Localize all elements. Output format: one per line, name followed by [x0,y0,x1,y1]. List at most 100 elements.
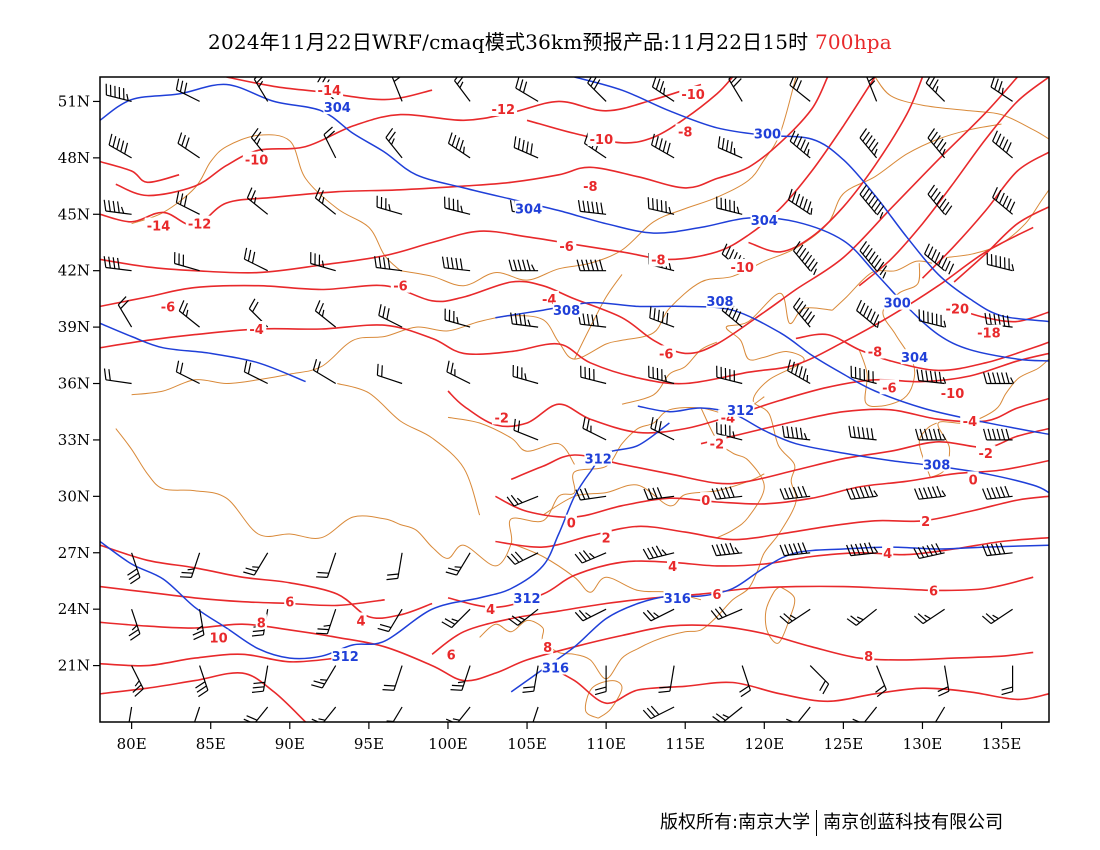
footer: 版权所有:南京大学 南京创蓝科技有限公司 [660,808,1003,836]
temperature-label-bg [390,277,411,293]
wind-barb [779,485,811,500]
wind-barb [716,422,743,441]
border-line [400,77,797,287]
wind-barb [105,83,132,102]
temperature-label-bg [667,557,679,573]
wind-barb [128,706,133,722]
border-line [542,473,765,516]
temperature-label-bg [492,409,512,425]
wind-barb [850,365,877,385]
lon-tick-label: 135E [982,735,1022,753]
temperature-label-bg [542,638,554,654]
height-label: 316 [664,592,691,607]
border-line [621,341,718,405]
temperature-label: 0 [567,517,576,532]
wind-barb [924,243,955,275]
temperature-label-bg [185,215,214,231]
height-label: 308 [706,295,733,310]
wind-barb [846,542,879,557]
wind-barb [782,425,811,441]
wind-barb [916,369,947,385]
wind-barb [177,132,200,159]
wind-barb [856,299,880,328]
height-label: 312 [585,453,612,468]
contour-labels: -14 -12 -10 -10 -8 -10 -8 -14 -12 -6 -8 -10 -6 -4 -6 -4… [144,82,1003,677]
lon-tick-label: 95E [354,735,384,753]
wind-barb [131,665,144,697]
wind-barb [382,665,403,691]
temperature-label: 0 [701,494,710,509]
temperature-contour [748,77,924,253]
wind-barb [243,247,268,272]
border-line [584,680,623,719]
height-label-bg [706,292,734,308]
temperature-label: -2 [710,438,724,453]
temperature-label: -4 [249,323,263,338]
wind-barb [508,259,539,272]
temperature-label: -12 [492,103,516,118]
temperature-label: 4 [883,547,892,562]
temperature-label: -8 [678,126,692,141]
wind-barb [506,494,539,507]
wind-barb [647,197,675,215]
wind-barb [913,543,945,559]
border-line [131,134,401,272]
temperature-label-bg [967,471,979,487]
height-label-bg [883,294,911,310]
temperature-label-bg [600,529,612,545]
height-label-bg [514,200,543,216]
wind-barb [789,77,811,102]
wind-barb [314,300,337,328]
border-line [447,416,575,465]
wind-barb [846,485,879,500]
temperature-label: -8 [583,180,597,195]
wind-barb [846,608,877,626]
height-label: 312 [727,404,754,419]
temperature-label-bg [556,238,577,254]
wind-barb [391,77,403,102]
temperature-label: 10 [210,631,228,646]
temperature-label: -4 [963,415,977,430]
temperature-label: 6 [447,648,456,663]
lat-tick-label: 48N [58,149,90,167]
temperature-label-bg [927,582,940,598]
wind-barb [316,609,337,635]
lat-tick-label: 51N [58,92,90,110]
height-label-bg [900,349,929,365]
wind-barb [192,609,205,641]
height-label: 316 [542,662,569,677]
lat-axis: 21N 24N 27N 30N 33N 36N 39N 42N 45N 48N 51N [58,92,100,675]
wind-barb [711,486,743,500]
wind-barb [992,130,1013,159]
copyright-text: 版权所有:南京大学 [660,812,811,833]
wind-barb [716,365,743,385]
temperature-label-bg [587,131,616,147]
temperature-contour [447,536,1049,609]
wind-barb [251,665,269,693]
wind-barb [922,706,946,722]
wind-barb [374,256,403,272]
temperature-label: -10 [941,387,965,402]
wind-barb [918,309,947,328]
wind-barb [992,187,1016,215]
wind-barb [787,359,811,385]
temperature-contour [447,352,1049,434]
wind-barb [982,608,1013,625]
temperature-label: -10 [681,88,705,103]
temperature-label: -10 [245,154,269,169]
temperature-label-bg [938,384,967,400]
wind-barb [982,542,1013,557]
border-line [764,586,796,644]
wind-barb [642,545,675,560]
wind-barb [246,187,269,215]
lat-tick-label: 45N [58,205,90,223]
height-label-bg [323,99,351,115]
wind-barb [441,608,471,629]
wind-barb [651,77,675,102]
wind-barb [875,665,887,698]
height-contour [637,405,1049,494]
wind-barb [990,77,1013,102]
height-label: 304 [324,101,351,116]
border-line [574,274,623,360]
wind-barb [508,608,539,626]
